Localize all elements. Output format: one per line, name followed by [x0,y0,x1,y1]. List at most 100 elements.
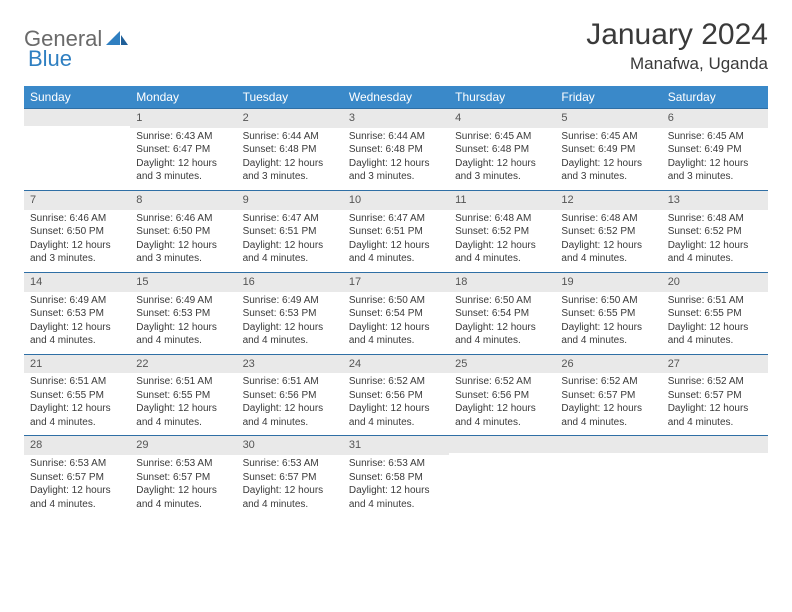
sunrise-text: Sunrise: 6:52 AM [668,375,762,389]
day-cell-content: Sunrise: 6:44 AMSunset: 6:48 PMDaylight:… [237,128,343,190]
daylight-text: Daylight: 12 hours and 4 minutes. [349,239,443,266]
sunset-text: Sunset: 6:55 PM [561,307,655,321]
day-number [555,435,661,453]
sunset-text: Sunset: 6:55 PM [668,307,762,321]
day-number: 28 [24,435,130,455]
day-cell-content: Sunrise: 6:44 AMSunset: 6:48 PMDaylight:… [343,128,449,190]
sunrise-text: Sunrise: 6:47 AM [349,212,443,226]
sunset-text: Sunset: 6:55 PM [136,389,230,403]
sunset-text: Sunset: 6:53 PM [136,307,230,321]
day-content: Sunrise: 6:52 AMSunset: 6:56 PMDaylight:… [343,373,449,435]
daylight-text: Daylight: 12 hours and 4 minutes. [349,321,443,348]
daylight-text: Daylight: 12 hours and 4 minutes. [30,402,124,429]
sunrise-text: Sunrise: 6:49 AM [30,294,124,308]
week-content-row: Sunrise: 6:43 AMSunset: 6:47 PMDaylight:… [24,128,768,190]
sunrise-text: Sunrise: 6:44 AM [349,130,443,144]
day-number: 25 [449,354,555,374]
day-cell-number: 23 [237,354,343,374]
day-number: 14 [24,272,130,292]
sunrise-text: Sunrise: 6:49 AM [136,294,230,308]
day-content: Sunrise: 6:45 AMSunset: 6:48 PMDaylight:… [449,128,555,190]
day-cell-content: Sunrise: 6:43 AMSunset: 6:47 PMDaylight:… [130,128,236,190]
day-cell-number: 1 [130,108,236,128]
day-cell-content: Sunrise: 6:49 AMSunset: 6:53 PMDaylight:… [24,292,130,354]
day-cell-content: Sunrise: 6:50 AMSunset: 6:54 PMDaylight:… [343,292,449,354]
day-cell-content: Sunrise: 6:53 AMSunset: 6:58 PMDaylight:… [343,455,449,517]
sunrise-text: Sunrise: 6:53 AM [243,457,337,471]
day-content: Sunrise: 6:44 AMSunset: 6:48 PMDaylight:… [237,128,343,190]
day-number: 7 [24,190,130,210]
daylight-text: Daylight: 12 hours and 4 minutes. [561,321,655,348]
day-number [449,435,555,453]
day-cell-content: Sunrise: 6:50 AMSunset: 6:54 PMDaylight:… [449,292,555,354]
day-cell-number: 11 [449,190,555,210]
day-number [24,108,130,126]
week-content-row: Sunrise: 6:51 AM Sunset: 6:55 PM Daylight:… [24,373,768,435]
day-cell-content: Sunrise: 6:50 AMSunset: 6:55 PMDaylight:… [555,292,661,354]
sunrise-text: Sunrise: 6:51 AM [243,375,337,389]
day-cell-content: Sunrise: 6:49 AMSunset: 6:53 PMDaylight:… [237,292,343,354]
day-cell-number [555,435,661,455]
day-cell-number: 5 [555,108,661,128]
sunrise-text: Sunrise: 6:53 AM [30,457,124,471]
day-cell-number: 8 [130,190,236,210]
day-content: Sunrise: 6:43 AMSunset: 6:47 PMDaylight:… [130,128,236,190]
day-cell-number: 13 [662,190,768,210]
daylight-text: Daylight: 12 hours and 3 minutes. [561,157,655,184]
day-cell-content: Sunrise: 6:52 AMSunset: 6:57 PMDaylight:… [662,373,768,435]
sunrise-text: Sunrise: 6:52 AM [349,375,443,389]
sunset-text: Sunset: 6:47 PM [136,143,230,157]
day-number: 17 [343,272,449,292]
header: General January 2024 Manafwa, Uganda [24,18,768,74]
day-content: Sunrise: 6:48 AMSunset: 6:52 PMDaylight:… [555,210,661,272]
day-content: Sunrise: 6:45 AMSunset: 6:49 PMDaylight:… [662,128,768,190]
week-daynum-row: 123456 [24,108,768,128]
daylight-text: Daylight: 12 hours and 4 minutes. [243,484,337,511]
day-cell-number: 18 [449,272,555,292]
day-content: Sunrise: 6:50 AMSunset: 6:54 PMDaylight:… [343,292,449,354]
calendar-header-row: SundayMondayTuesdayWednesdayThursdayFrid… [24,86,768,108]
day-content: Sunrise: 6:53 AMSunset: 6:57 PMDaylight:… [237,455,343,517]
day-content [555,455,661,513]
daylight-text: Daylight: 12 hours and 3 minutes. [668,157,762,184]
sunset-text: Sunset: 6:57 PM [30,471,124,485]
day-content: Sunrise: 6:48 AMSunset: 6:52 PMDaylight:… [662,210,768,272]
day-content: Sunrise: 6:45 AMSunset: 6:49 PMDaylight:… [555,128,661,190]
day-cell-content: Sunrise: 6:47 AMSunset: 6:51 PMDaylight:… [343,210,449,272]
sunrise-text: Sunrise: 6:51 AM [668,294,762,308]
day-cell-number: 30 [237,435,343,455]
day-content: Sunrise: 6:53 AMSunset: 6:58 PMDaylight:… [343,455,449,517]
sunset-text: Sunset: 6:52 PM [561,225,655,239]
day-content: Sunrise: 6:44 AMSunset: 6:48 PMDaylight:… [343,128,449,190]
day-content: Sunrise: 6:49 AMSunset: 6:53 PMDaylight:… [24,292,130,354]
day-cell-number: 26 [555,354,661,374]
day-number: 9 [237,190,343,210]
sunrise-text: Sunrise: 6:50 AM [561,294,655,308]
day-cell-number: 7 [24,190,130,210]
sunset-text: Sunset: 6:57 PM [243,471,337,485]
day-cell-number: 20 [662,272,768,292]
day-cell-number: 3 [343,108,449,128]
day-cell-content: Sunrise: 6:53 AMSunset: 6:57 PMDaylight:… [130,455,236,517]
daylight-text: Daylight: 12 hours and 3 minutes. [243,157,337,184]
daylight-text: Daylight: 12 hours and 4 minutes. [561,402,655,429]
day-number: 5 [555,108,661,128]
day-cell-number: 24 [343,354,449,374]
sunset-text: Sunset: 6:53 PM [243,307,337,321]
sunset-text: Sunset: 6:52 PM [455,225,549,239]
calendar-table: SundayMondayTuesdayWednesdayThursdayFrid… [24,86,768,517]
day-content: Sunrise: 6:51 AMSunset: 6:55 PMDaylight:… [24,373,130,435]
week-content-row: Sunrise: 6:53 AMSunset: 6:57 PMDaylight:… [24,455,768,517]
day-number: 20 [662,272,768,292]
day-cell-content: Sunrise: 6:45 AMSunset: 6:49 PMDaylight:… [555,128,661,190]
day-cell-content [662,455,768,517]
weekday-header: Friday [555,86,661,108]
day-number: 30 [237,435,343,455]
day-cell-content: Sunrise: 6:53 AMSunset: 6:57 PMDaylight:… [24,455,130,517]
daylight-text: Daylight: 12 hours and 4 minutes. [136,321,230,348]
sunset-text: Sunset: 6:56 PM [243,389,337,403]
day-number: 22 [130,354,236,374]
day-number: 3 [343,108,449,128]
week-content-row: Sunrise: 6:49 AMSunset: 6:53 PMDaylight:… [24,292,768,354]
day-cell-number: 2 [237,108,343,128]
